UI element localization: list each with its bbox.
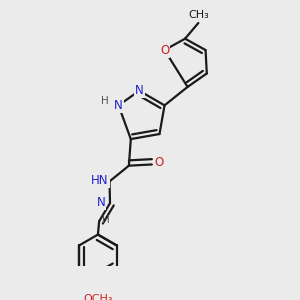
Text: CH₃: CH₃ (188, 10, 209, 20)
Text: H: H (100, 96, 108, 106)
Text: N: N (114, 99, 123, 112)
Text: O: O (160, 44, 169, 57)
Text: OCH₃: OCH₃ (83, 294, 113, 300)
Text: HN: HN (91, 174, 109, 188)
Text: N: N (96, 196, 105, 209)
Text: H: H (102, 215, 110, 225)
Text: O: O (154, 156, 163, 169)
Text: N: N (135, 84, 144, 97)
